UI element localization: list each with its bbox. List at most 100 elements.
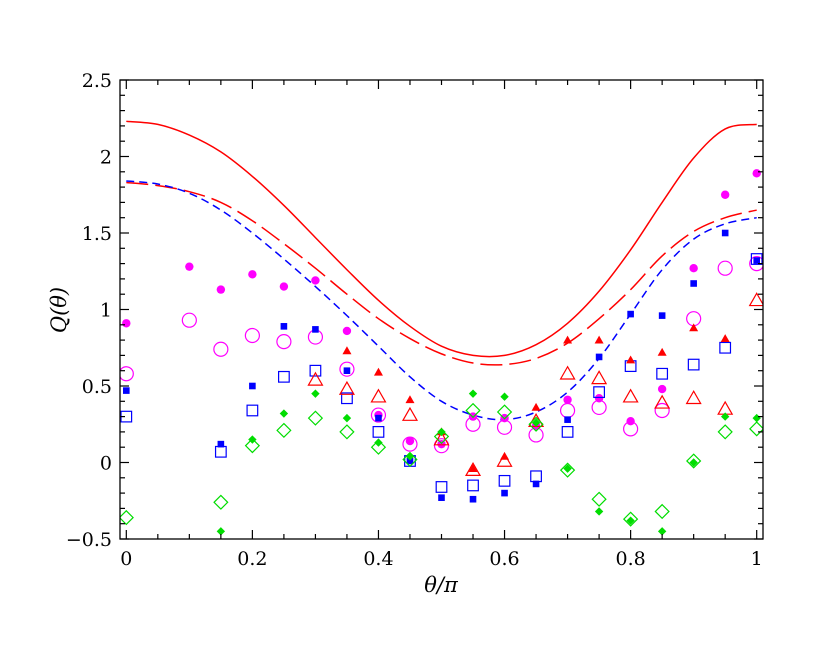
filled-triangle-marker xyxy=(468,464,478,472)
x-tick-label: 1 xyxy=(751,548,763,570)
filled-diamond-marker xyxy=(500,392,509,401)
open-square-marker xyxy=(687,358,700,371)
open-triangle-marker xyxy=(496,452,513,467)
open-diamond-marker xyxy=(276,422,292,439)
open-diamond-marker xyxy=(528,416,544,432)
filled-diamond-marker xyxy=(468,389,478,398)
filled-square-marker xyxy=(658,312,666,319)
filled-diamond-marker xyxy=(563,464,572,473)
filled-triangle-marker xyxy=(626,355,636,364)
filled-square-marker xyxy=(469,495,477,503)
open-circle-marker xyxy=(717,260,733,276)
filled-diamond-marker xyxy=(752,413,761,423)
curves-layer xyxy=(126,120,757,421)
open-square-marker xyxy=(498,474,511,487)
short-dash-curve xyxy=(126,180,757,421)
filled-square-marker xyxy=(123,387,130,394)
filled-triangle-marker xyxy=(531,402,541,411)
open-square-marker xyxy=(278,370,290,383)
filled-square-marker xyxy=(595,353,603,361)
open-triangle-marker xyxy=(685,390,702,405)
filled-diamond-marker xyxy=(594,507,604,516)
filled-diamond-marker xyxy=(374,438,383,447)
filled-triangle-marker xyxy=(373,367,383,376)
filled-square-marker xyxy=(753,257,760,264)
filled-circle-marker xyxy=(311,276,320,285)
filled-diamond-marker xyxy=(689,458,698,467)
filled-diamond-marker xyxy=(342,413,352,423)
markers-layer xyxy=(120,169,763,536)
open-square-marker xyxy=(214,445,227,458)
open-diamond-marker xyxy=(433,428,450,445)
open-triangle-marker xyxy=(433,431,450,446)
open-circle-marker xyxy=(591,399,607,416)
open-circle-marker xyxy=(370,407,387,423)
open-triangle-marker xyxy=(717,400,734,415)
open-triangle-marker xyxy=(464,461,482,476)
open-square-marker xyxy=(530,470,542,483)
filled-triangle-marker xyxy=(720,334,730,342)
open-circle-marker xyxy=(120,366,134,382)
open-triangle-marker xyxy=(307,371,324,386)
filled-triangle-marker xyxy=(657,347,667,356)
filled-circle-marker xyxy=(279,282,289,291)
y-tick-label: 0 xyxy=(100,453,112,475)
open-diamond-marker xyxy=(654,503,670,520)
filled-square-marker xyxy=(501,489,508,497)
filled-square-marker xyxy=(217,440,225,448)
y-tick-label: 2.5 xyxy=(82,70,112,92)
x-tick-label: 0.8 xyxy=(616,548,646,570)
open-square-marker xyxy=(435,481,448,493)
y-tick-label: 1.5 xyxy=(82,223,112,245)
open-diamond-marker xyxy=(244,438,261,454)
open-triangle-marker xyxy=(370,388,387,403)
y-axis-label: Q(θ) xyxy=(47,287,71,333)
solid-curve xyxy=(126,120,757,358)
filled-diamond-marker xyxy=(626,516,635,525)
filled-circle-marker xyxy=(720,190,730,199)
filled-circle-marker xyxy=(185,262,194,271)
filled-square-marker xyxy=(249,382,256,390)
x-tick-label: 0.2 xyxy=(237,548,267,570)
y-tick-label: 2 xyxy=(100,147,112,169)
ticks-layer: 0 0.2 0.4 0.6 0.8 1 −0.5 0 0.5 1 1.5 2 2.5 xyxy=(66,70,763,570)
open-triangle-marker xyxy=(591,370,608,385)
open-triangle-marker xyxy=(338,380,355,395)
filled-circle-marker xyxy=(405,436,415,446)
x-axis-label: θ/π xyxy=(424,573,459,597)
filled-triangle-marker xyxy=(342,346,352,355)
open-square-marker xyxy=(593,386,605,399)
filled-square-marker xyxy=(721,229,729,237)
open-square-marker xyxy=(341,392,353,405)
open-diamond-marker xyxy=(402,451,418,468)
open-diamond-marker xyxy=(749,421,763,437)
filled-square-marker xyxy=(438,494,445,501)
open-circle-marker xyxy=(213,341,229,357)
open-circle-marker xyxy=(749,256,763,272)
filled-square-marker xyxy=(690,280,697,287)
open-square-marker xyxy=(561,426,574,438)
open-diamond-marker xyxy=(339,424,355,440)
filled-circle-marker xyxy=(626,416,635,426)
open-square-marker xyxy=(309,364,322,377)
open-diamond-marker xyxy=(591,491,607,507)
filled-triangle-marker xyxy=(689,323,699,332)
open-circle-marker xyxy=(559,402,576,419)
y-tick-label: 1 xyxy=(100,300,112,322)
open-circle-marker xyxy=(623,421,639,437)
open-circle-marker xyxy=(654,402,670,419)
filled-diamond-marker xyxy=(531,418,541,427)
x-tick-label: 0 xyxy=(120,548,132,570)
filled-triangle-marker xyxy=(563,335,573,344)
filled-circle-marker xyxy=(216,285,226,294)
filled-square-marker xyxy=(280,323,288,330)
filled-diamond-marker xyxy=(311,389,320,398)
open-triangle-marker xyxy=(748,292,763,307)
open-square-marker xyxy=(656,367,669,380)
open-diamond-marker xyxy=(559,462,576,478)
open-circle-marker xyxy=(496,419,513,435)
open-square-marker xyxy=(750,253,763,265)
x-tick-label: 0.6 xyxy=(489,548,519,570)
filled-circle-marker xyxy=(122,319,131,328)
